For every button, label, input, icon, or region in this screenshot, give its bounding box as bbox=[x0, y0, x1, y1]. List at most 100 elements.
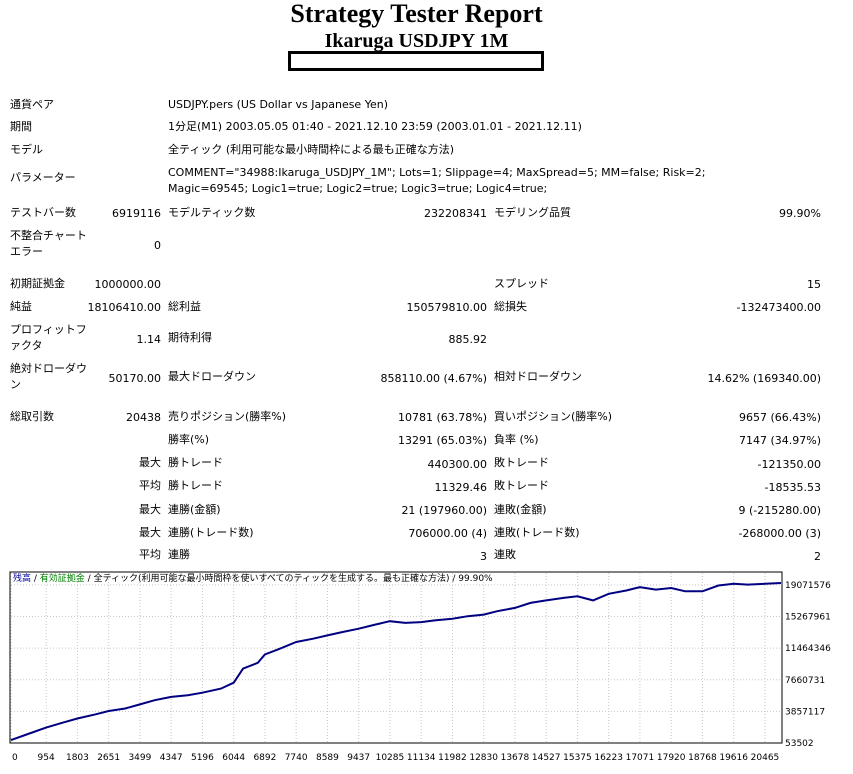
chart-ticks: 53502 3857117 7660731 11464346 15267961 19071… bbox=[12, 581, 831, 763]
legend-model: 全ティック(利用可能な最小時間枠を使いすべてのティックを生成する。最も正確な方法… bbox=[93, 574, 450, 584]
x-tick-label: 5196 bbox=[191, 753, 214, 763]
symbol-label: 通貨ペア bbox=[10, 98, 54, 111]
average-label: 平均 bbox=[139, 479, 161, 492]
average-loss-label: 敗トレード bbox=[494, 479, 549, 492]
gross-profit-value: 150579810.00 bbox=[406, 301, 487, 314]
win-rate-value: 13291 (65.03%) bbox=[397, 434, 487, 447]
max-drawdown-label: 最大ドローダウン bbox=[168, 370, 256, 383]
spread-label: スプレッド bbox=[494, 277, 549, 290]
consec-loss-money-label: 連敗(金額) bbox=[494, 503, 547, 516]
x-tick-label: 11134 bbox=[407, 753, 436, 763]
x-tick-label: 13678 bbox=[501, 753, 530, 763]
legend-separator: / bbox=[31, 574, 40, 584]
legend-quality: 99.90% bbox=[458, 574, 493, 584]
balance-chart-svg: 53502 3857117 7660731 11464346 15267961 19071… bbox=[9, 571, 843, 767]
test-bars-value: 6919116 bbox=[112, 207, 161, 220]
y-tick-label: 53502 bbox=[785, 739, 814, 749]
y-tick-label: 3857117 bbox=[785, 707, 825, 717]
total-trades-value: 20438 bbox=[126, 411, 161, 424]
x-tick-label: 9437 bbox=[347, 753, 370, 763]
profit-factor-value: 1.14 bbox=[136, 333, 162, 346]
profit-factor-label: プロフィットファクタ bbox=[10, 323, 87, 352]
period-value: 1分足(M1) 2003.05.05 01:40 - 2021.12.10 23… bbox=[168, 120, 582, 133]
x-tick-label: 17071 bbox=[626, 753, 655, 763]
consec-win-money-label: 連勝(金額) bbox=[168, 503, 221, 516]
initial-deposit-value: 1000000.00 bbox=[94, 278, 161, 291]
report-title: Strategy Tester Report bbox=[290, 0, 543, 28]
spread-value: 15 bbox=[807, 278, 821, 291]
average-win-value: 11329.46 bbox=[434, 481, 488, 494]
chart-plot-frame bbox=[9, 571, 783, 744]
legend-separator: / bbox=[84, 574, 94, 584]
model-ticks-label: モデルティック数 bbox=[168, 206, 256, 219]
loss-rate-value: 7147 (34.97%) bbox=[738, 434, 821, 447]
x-tick-label: 16223 bbox=[594, 753, 623, 763]
consec-win-count-value: 706000.00 (4) bbox=[408, 527, 487, 540]
avg-consec-label: 平均 bbox=[139, 548, 161, 561]
model-label: モデル bbox=[10, 143, 43, 156]
x-tick-label: 11982 bbox=[438, 753, 467, 763]
x-tick-label: 17920 bbox=[657, 753, 686, 763]
consec-win-money-value: 21 (197960.00) bbox=[401, 504, 487, 517]
total-trades-label: 総取引数 bbox=[10, 410, 54, 423]
expected-payoff-label: 期待利得 bbox=[168, 331, 212, 344]
balance-chart: 53502 3857117 7660731 11464346 15267961 19071… bbox=[9, 571, 843, 767]
average-win-label: 勝トレード bbox=[168, 479, 223, 492]
y-tick-label: 15267961 bbox=[785, 613, 831, 623]
consec-loss-money-value: 9 (-215280.00) bbox=[738, 504, 821, 517]
x-tick-label: 8589 bbox=[316, 753, 339, 763]
x-tick-label: 2651 bbox=[97, 753, 120, 763]
legend-equity: 有効証拠金 bbox=[39, 574, 85, 584]
x-tick-label: 3499 bbox=[128, 753, 151, 763]
period-label: 期間 bbox=[10, 120, 32, 133]
x-tick-label: 14527 bbox=[532, 753, 561, 763]
gross-loss-label: 総損失 bbox=[494, 300, 527, 313]
consec-loss-count-value: -268000.00 (3) bbox=[738, 527, 821, 540]
y-tick-label: 11464346 bbox=[785, 644, 831, 654]
avg-consec-loss-label: 連敗 bbox=[494, 548, 516, 561]
average-loss-value: -18535.53 bbox=[764, 481, 821, 494]
legend-balance: 残高 bbox=[13, 574, 32, 584]
expected-payoff-value: 885.92 bbox=[448, 333, 488, 346]
x-tick-label: 954 bbox=[38, 753, 55, 763]
x-tick-label: 7740 bbox=[285, 753, 308, 763]
y-tick-label: 19071576 bbox=[785, 581, 831, 591]
long-positions-value: 9657 (66.43%) bbox=[738, 411, 821, 424]
chart-legend: 残高 / 有効証拠金 / 全ティック(利用可能な最小時間枠を使いすべてのティック… bbox=[13, 573, 493, 585]
net-profit-label: 純益 bbox=[10, 300, 32, 313]
win-rate-label: 勝率(%) bbox=[168, 433, 210, 446]
x-tick-label: 15375 bbox=[563, 753, 592, 763]
chart-background bbox=[9, 571, 843, 767]
x-tick-label: 19616 bbox=[719, 753, 748, 763]
abs-drawdown-value: 50170.00 bbox=[108, 372, 162, 385]
short-positions-label: 売りポジション(勝率%) bbox=[168, 410, 287, 423]
x-tick-label: 6892 bbox=[253, 753, 276, 763]
report-header: Strategy Tester Report Ikaruga USDJPY 1M bbox=[0, 0, 833, 52]
max-drawdown-value: 858110.00 (4.67%) bbox=[380, 372, 487, 385]
balance-line bbox=[10, 582, 782, 742]
abs-drawdown-label: 絶対ドローダウン bbox=[10, 362, 87, 391]
max-consec-money-label: 最大 bbox=[139, 503, 161, 516]
x-tick-label: 10285 bbox=[376, 753, 405, 763]
gross-loss-value: -132473400.00 bbox=[736, 301, 821, 314]
gross-profit-label: 総利益 bbox=[168, 300, 201, 313]
largest-loss-label: 敗トレード bbox=[494, 456, 549, 469]
rel-drawdown-value: 14.62% (169340.00) bbox=[707, 372, 821, 385]
rel-drawdown-label: 相対ドローダウン bbox=[494, 370, 582, 383]
parameters-value: COMMENT="34988:Ikaruga_USDJPY_1M"; Lots=… bbox=[168, 166, 706, 195]
x-tick-label: 4347 bbox=[160, 753, 183, 763]
model-value: 全ティック (利用可能な最小時間枠による最も正確な方法) bbox=[168, 143, 455, 156]
short-positions-value: 10781 (63.78%) bbox=[397, 411, 487, 424]
x-tick-label: 12830 bbox=[469, 753, 498, 763]
avg-consec-win-value: 3 bbox=[480, 550, 487, 563]
mismatch-value: 0 bbox=[154, 239, 161, 252]
model-quality-label: モデリング品質 bbox=[494, 206, 571, 219]
avg-consec-loss-value: 2 bbox=[814, 550, 821, 563]
model-quality-value: 99.90% bbox=[779, 207, 821, 220]
test-bars-label: テストバー数 bbox=[10, 206, 76, 219]
mismatch-label: 不整合チャートエラー bbox=[10, 229, 87, 258]
largest-loss-value: -121350.00 bbox=[757, 458, 821, 471]
redacted-box bbox=[288, 51, 544, 71]
symbol-value: USDJPY.pers (US Dollar vs Japanese Yen) bbox=[168, 98, 388, 111]
y-tick-label: 7660731 bbox=[785, 676, 825, 686]
